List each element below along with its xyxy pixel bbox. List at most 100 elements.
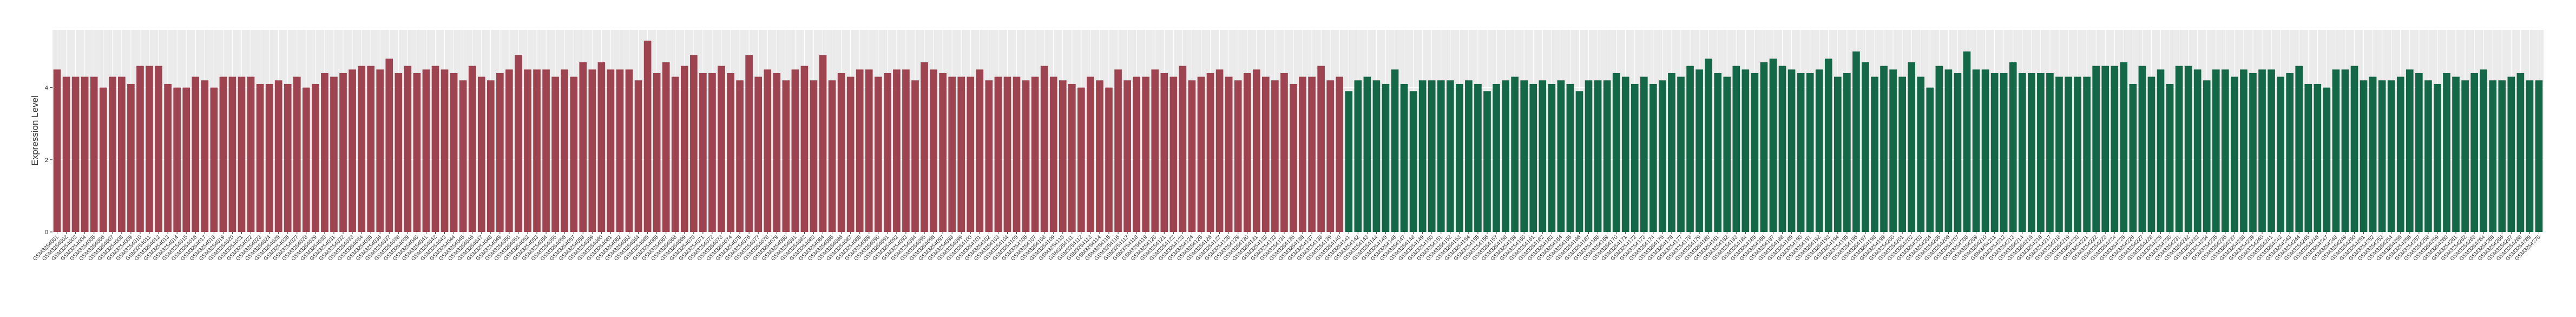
bar — [1252, 69, 1260, 232]
bar — [1197, 76, 1205, 232]
bar — [367, 66, 374, 232]
bar — [2443, 73, 2450, 232]
bar — [1345, 91, 1353, 232]
bar — [643, 40, 652, 232]
bar — [2083, 76, 2091, 232]
bar — [653, 73, 661, 232]
bar — [1926, 87, 1934, 232]
bar — [321, 73, 328, 232]
bar — [422, 69, 430, 232]
y-tick-label: 4 — [45, 85, 48, 92]
bar — [1769, 59, 1777, 232]
bar — [108, 76, 116, 232]
bar — [2166, 83, 2174, 232]
bar — [1778, 66, 1786, 232]
bar — [1040, 66, 1048, 232]
bar — [1511, 76, 1519, 232]
bar — [2387, 80, 2395, 232]
bar — [1105, 87, 1113, 232]
bar — [800, 66, 809, 232]
bar — [625, 69, 633, 232]
bar — [2489, 80, 2497, 232]
bar — [2157, 69, 2165, 232]
bar — [1179, 66, 1187, 232]
bar — [1650, 83, 1657, 232]
bar — [1963, 51, 1971, 232]
bar — [1585, 80, 1593, 232]
bar — [62, 76, 70, 232]
bar — [1465, 80, 1473, 232]
bar — [1871, 76, 1878, 232]
bar — [2286, 73, 2294, 232]
bar — [303, 87, 310, 232]
bar — [2424, 80, 2432, 232]
bar — [146, 66, 153, 232]
bar — [2480, 69, 2488, 232]
bar — [773, 73, 781, 232]
bar — [515, 55, 522, 232]
bar — [81, 76, 89, 232]
bar — [671, 76, 679, 232]
bar — [902, 69, 910, 232]
bar — [967, 76, 975, 232]
bar — [1215, 69, 1224, 232]
y-tick-label: 0 — [45, 229, 48, 236]
bar — [1714, 73, 1722, 232]
bar — [828, 80, 836, 232]
bar — [542, 69, 550, 232]
bar — [2212, 69, 2220, 232]
bar — [1732, 66, 1740, 232]
bar — [874, 76, 882, 232]
bar — [1049, 76, 1057, 232]
bar — [1502, 80, 1509, 232]
bar — [1123, 80, 1131, 232]
bar — [2184, 66, 2192, 232]
bar — [330, 76, 338, 232]
bar — [1944, 69, 1953, 232]
bar — [2240, 69, 2248, 232]
bar — [1317, 66, 1325, 232]
bar — [1363, 76, 1371, 232]
bar — [985, 80, 993, 232]
y-axis-label: Expression Level — [30, 95, 40, 165]
bar — [551, 76, 559, 232]
bar — [182, 87, 190, 232]
bar — [754, 76, 763, 232]
bar — [708, 73, 716, 232]
bar — [2295, 66, 2303, 232]
bar — [1548, 83, 1556, 232]
bar — [1013, 76, 1021, 232]
bar — [1575, 91, 1583, 232]
bar — [2369, 76, 2377, 232]
bar — [1188, 80, 1196, 232]
bar — [1723, 76, 1731, 232]
bar — [274, 80, 282, 232]
bar — [1705, 59, 1712, 232]
bar — [1372, 80, 1381, 232]
bar — [1824, 59, 1832, 232]
bar — [782, 80, 790, 232]
bar — [1400, 83, 1408, 232]
bar — [228, 76, 236, 232]
bar — [2415, 73, 2423, 232]
bar — [1022, 80, 1030, 232]
bar — [2037, 73, 2045, 232]
bar — [1612, 73, 1620, 232]
bar — [579, 62, 587, 232]
bar — [1990, 73, 1999, 232]
bar — [2018, 73, 2026, 232]
bar — [2111, 66, 2119, 232]
bar — [2323, 87, 2331, 232]
bar — [90, 76, 98, 232]
bar — [404, 66, 412, 232]
bar — [1382, 83, 1390, 232]
bar — [1898, 76, 1906, 232]
bar — [192, 76, 200, 232]
bar — [2046, 73, 2054, 232]
bar — [450, 73, 458, 232]
bar — [2092, 66, 2100, 232]
bar — [2360, 80, 2368, 232]
bar — [1815, 69, 1823, 232]
bar — [561, 69, 568, 232]
